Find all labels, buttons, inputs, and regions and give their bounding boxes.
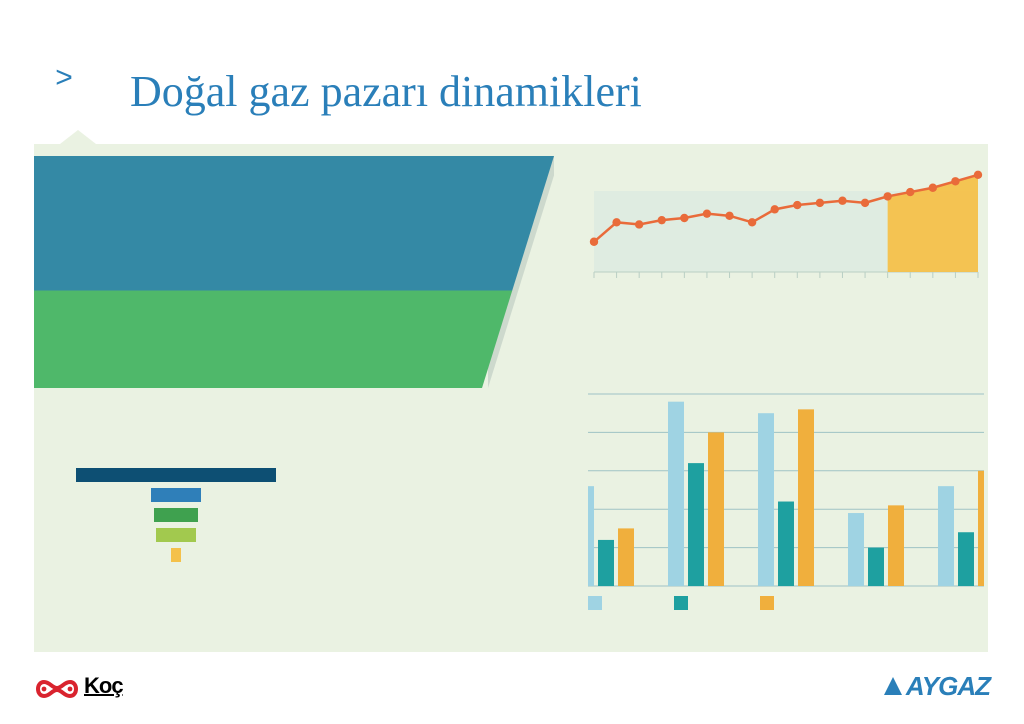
trapezoid-chart bbox=[34, 156, 554, 388]
hbar-chart-svg bbox=[76, 468, 276, 608]
content-area: > Doğal gaz pazarı dinamikleri bbox=[34, 48, 988, 652]
trapezoid-svg bbox=[34, 156, 554, 396]
koc-logo: Koç bbox=[34, 673, 123, 699]
legend-swatch bbox=[760, 596, 774, 610]
bar-chart bbox=[588, 390, 984, 590]
title-notch-icon bbox=[60, 130, 96, 144]
aygaz-logo: AYGAZ bbox=[882, 671, 990, 702]
line-chart bbox=[588, 156, 984, 290]
chevron-icon: > bbox=[34, 48, 94, 108]
bar-legend bbox=[570, 596, 984, 620]
title-banner: > Doğal gaz pazarı dinamikleri bbox=[34, 48, 988, 144]
line-chart-svg bbox=[588, 156, 984, 290]
bar-chart-svg bbox=[588, 390, 984, 590]
footer: Koç AYGAZ bbox=[34, 666, 990, 706]
koc-symbol-icon bbox=[34, 674, 80, 698]
aygaz-text: AYGAZ bbox=[906, 671, 990, 702]
chevron-glyph: > bbox=[55, 61, 73, 95]
slide: > Doğal gaz pazarı dinamikleri Koç bbox=[0, 0, 1024, 724]
koc-text: Koç bbox=[84, 673, 123, 699]
legend-swatch bbox=[674, 596, 688, 610]
legend-swatch bbox=[588, 596, 602, 610]
aygaz-triangle-icon bbox=[882, 675, 904, 697]
hbar-chart bbox=[76, 468, 276, 608]
page-title: Doğal gaz pazarı dinamikleri bbox=[130, 66, 642, 117]
